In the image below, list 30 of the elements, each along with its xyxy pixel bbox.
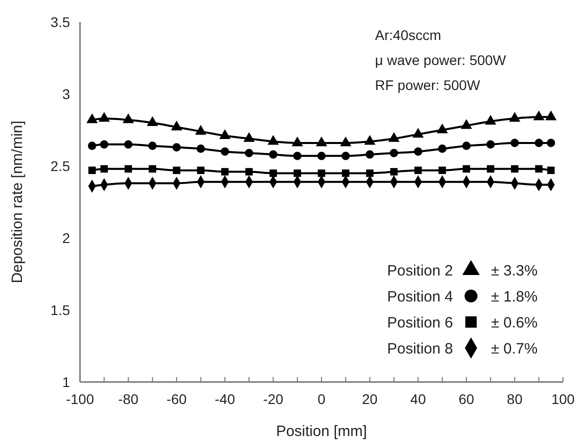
x-tick-label: -60 [166,391,187,407]
y-axis-title: Deposition rate [nm/min] [9,120,26,284]
legend-label: Position 8 [387,340,453,358]
y-tick-label: 3 [62,86,70,102]
legend-label: Position 4 [387,288,453,306]
y-tick-label: 2.5 [50,158,70,174]
x-tick-label: -40 [214,391,236,407]
annotation: μ wave power: 500W [375,52,507,68]
y-tick-label: 2 [62,230,70,246]
annotation: ± 0.6% [491,314,538,332]
x-tick-label: 100 [551,391,575,407]
annotation: ± 3.3% [491,262,538,280]
legend-label: Position 2 [387,262,453,280]
annotation: Ar:40sccm [375,27,442,43]
x-tick-label: 80 [506,391,523,407]
annotation: ± 0.7% [491,340,538,358]
annotation: ± 1.8% [491,288,538,306]
x-tick-label: 60 [458,391,474,407]
y-tick-label: 1.5 [50,302,70,318]
x-axis-title: Position [mm] [276,423,367,440]
x-tick-label: 20 [362,391,378,407]
x-tick-label: -20 [263,391,284,407]
legend-label: Position 6 [387,314,453,332]
x-tick-label: -80 [118,391,139,407]
y-tick-label: 3.5 [50,14,70,30]
x-tick-label: 0 [318,391,326,407]
x-tick-label: 40 [410,391,426,407]
x-tick-label: -100 [66,391,94,407]
y-tick-label: 1 [62,374,70,390]
annotation: RF power: 500W [375,77,481,93]
